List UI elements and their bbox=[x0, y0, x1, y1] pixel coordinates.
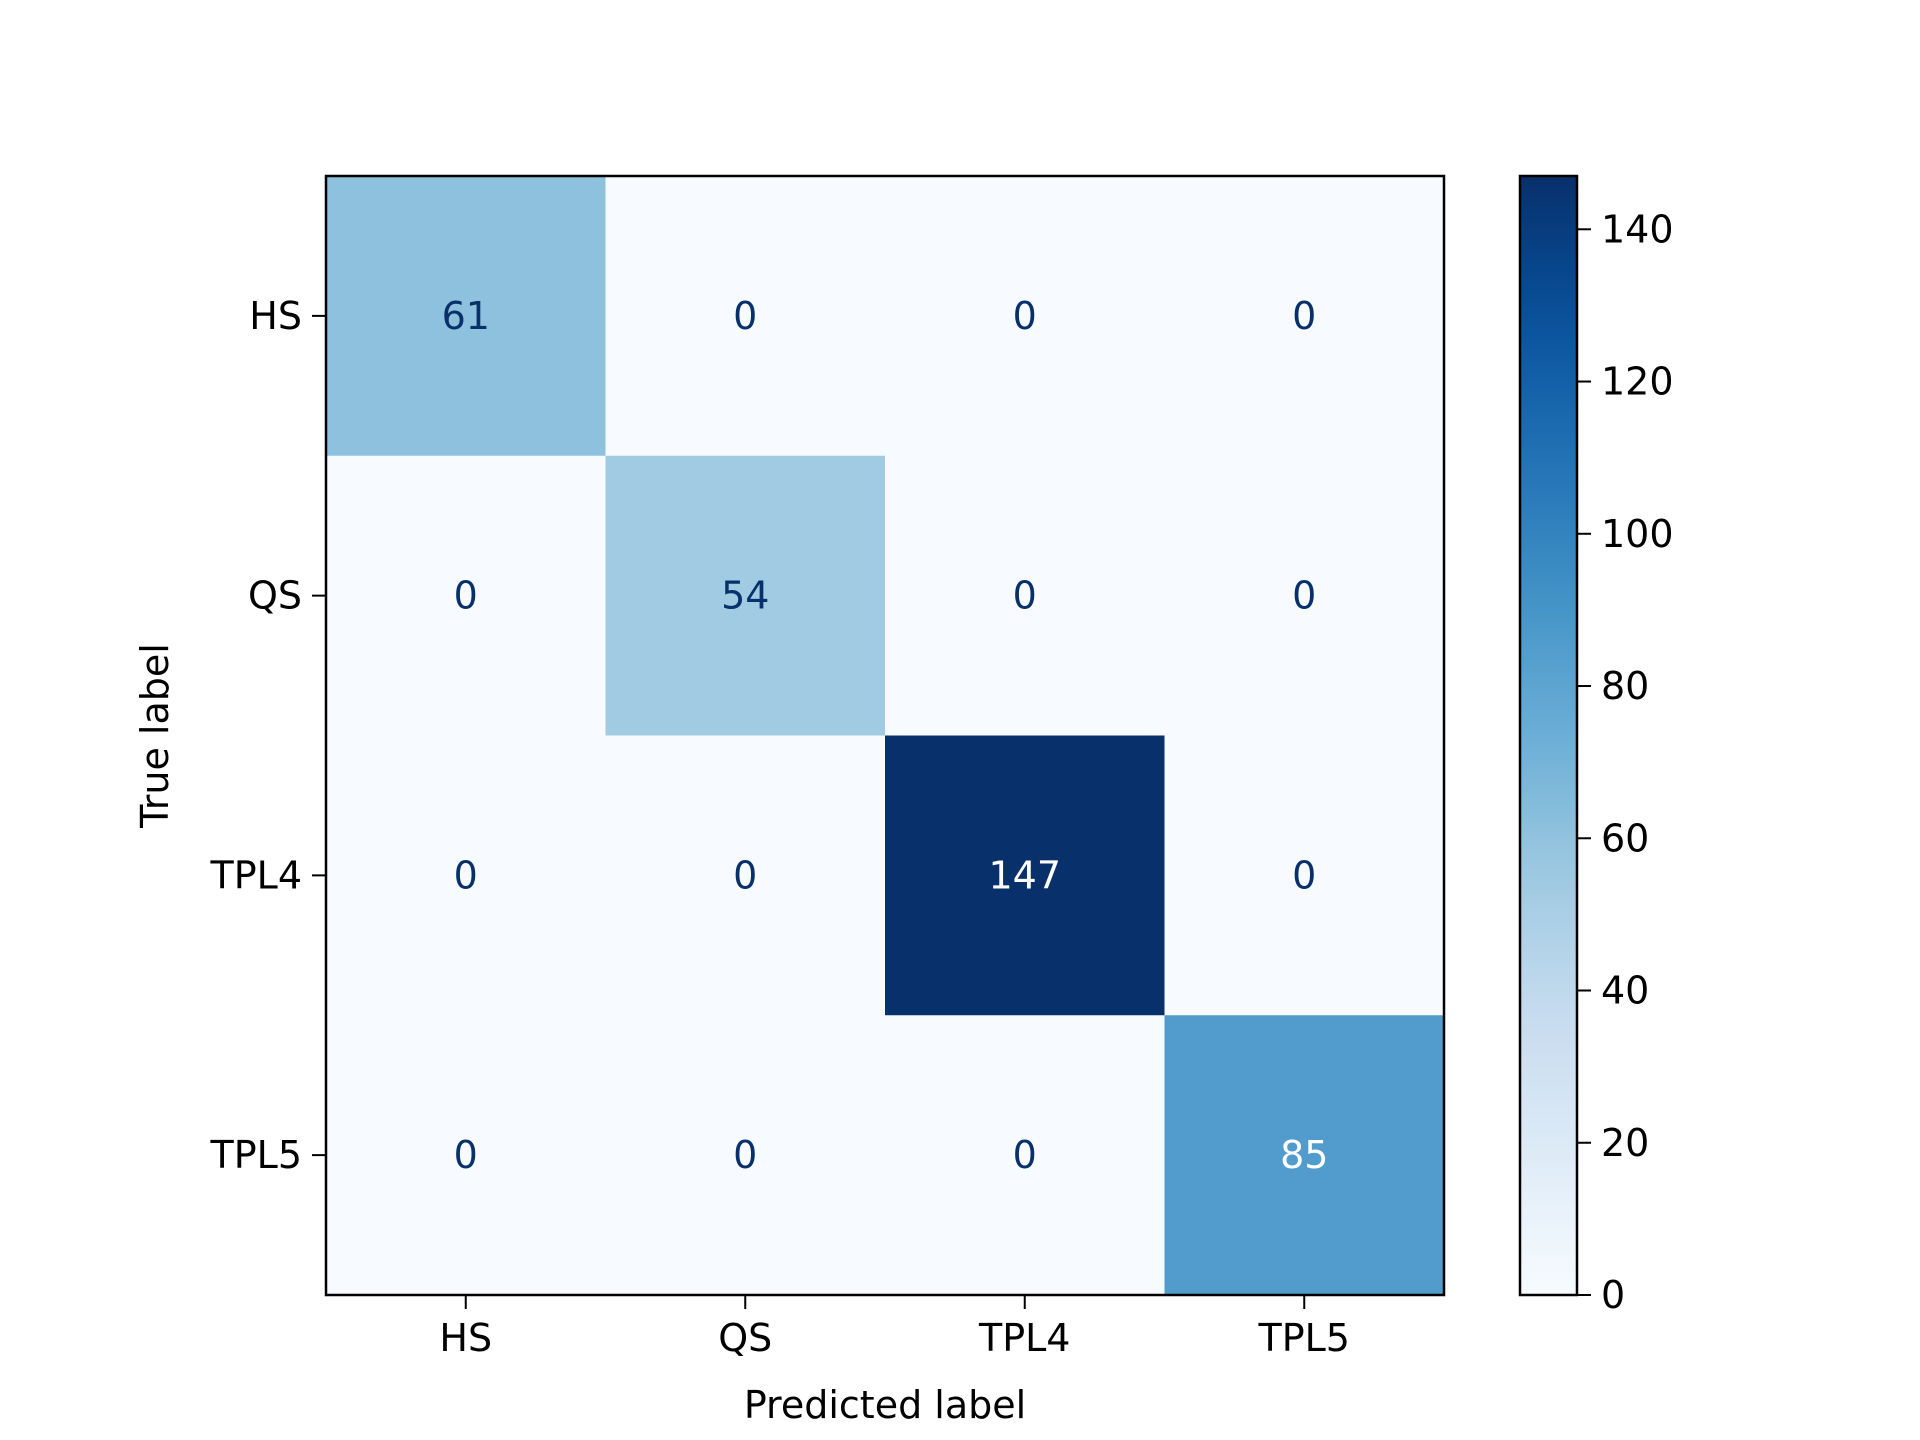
cell-value-TPL5-TPL4: 0 bbox=[1013, 1133, 1037, 1177]
cell-TPL5-TPL4 bbox=[885, 1015, 1165, 1296]
cell-value-HS-TPL5: 0 bbox=[1292, 294, 1316, 338]
x-tick-label-TPL5: TPL5 bbox=[1258, 1316, 1350, 1360]
y-axis-ticks: HS QS TPL4 TPL5 bbox=[210, 294, 326, 1177]
cell-QS-TPL5 bbox=[1164, 455, 1445, 736]
cell-value-HS-HS: 61 bbox=[442, 294, 490, 338]
cell-value-TPL4-TPL5: 0 bbox=[1292, 853, 1316, 897]
cell-TPL4-TPL5 bbox=[1164, 735, 1445, 1016]
colorbar-tick-label-0: 0 bbox=[1601, 1273, 1625, 1317]
cell-TPL5-QS bbox=[605, 1015, 886, 1296]
y-tick-label-HS: HS bbox=[249, 294, 302, 338]
cell-TPL5-HS bbox=[326, 1015, 606, 1296]
x-tick-label-HS: HS bbox=[439, 1316, 492, 1360]
y-tick-label-TPL5: TPL5 bbox=[210, 1133, 302, 1177]
x-tick-label-TPL4: TPL4 bbox=[978, 1316, 1070, 1360]
cell-value-QS-HS: 0 bbox=[454, 574, 478, 618]
cell-value-TPL4-TPL4: 147 bbox=[988, 853, 1061, 897]
colorbar-tick-label-60: 60 bbox=[1601, 816, 1649, 860]
matrix-cells bbox=[326, 176, 1445, 1296]
cell-value-TPL5-QS: 0 bbox=[733, 1133, 757, 1177]
x-axis-ticks: HS QS TPL4 TPL5 bbox=[439, 1295, 1350, 1360]
cell-HS-TPL4 bbox=[885, 176, 1165, 457]
colorbar-tick-label-40: 40 bbox=[1601, 969, 1649, 1013]
cell-HS-TPL5 bbox=[1164, 176, 1445, 457]
cell-value-HS-QS: 0 bbox=[733, 294, 757, 338]
cell-QS-TPL4 bbox=[885, 455, 1165, 736]
cell-value-TPL5-TPL5: 85 bbox=[1280, 1133, 1328, 1177]
colorbar-tick-label-120: 120 bbox=[1601, 360, 1674, 404]
y-axis-label: True label bbox=[133, 643, 177, 829]
cell-value-TPL5-HS: 0 bbox=[454, 1133, 478, 1177]
cell-HS-HS bbox=[326, 176, 606, 457]
cell-TPL4-QS bbox=[605, 735, 886, 1016]
colorbar-tick-label-100: 100 bbox=[1601, 512, 1674, 556]
cell-TPL4-TPL4 bbox=[885, 735, 1165, 1016]
x-axis-label: Predicted label bbox=[744, 1383, 1026, 1427]
cell-HS-QS bbox=[605, 176, 886, 457]
cell-QS-HS bbox=[326, 455, 606, 736]
colorbar-ticks: 0 20 40 60 80 100 120 140 bbox=[1577, 207, 1674, 1317]
colorbar bbox=[1518, 174, 1579, 1297]
cell-QS-QS bbox=[605, 455, 886, 736]
cell-value-QS-TPL4: 0 bbox=[1013, 574, 1037, 618]
x-tick-label-QS: QS bbox=[718, 1316, 772, 1360]
colorbar-tick-label-80: 80 bbox=[1601, 664, 1649, 708]
cell-value-QS-QS: 54 bbox=[721, 574, 769, 618]
cell-TPL5-TPL5 bbox=[1164, 1015, 1445, 1296]
cell-value-QS-TPL5: 0 bbox=[1292, 574, 1316, 618]
colorbar-tick-label-140: 140 bbox=[1601, 207, 1674, 251]
cell-value-HS-TPL4: 0 bbox=[1013, 294, 1037, 338]
cell-value-TPL4-QS: 0 bbox=[733, 853, 757, 897]
y-tick-label-QS: QS bbox=[248, 574, 302, 618]
cell-TPL4-HS bbox=[326, 735, 606, 1016]
y-tick-label-TPL4: TPL4 bbox=[210, 853, 302, 897]
colorbar-tick-label-20: 20 bbox=[1601, 1121, 1649, 1165]
cell-value-TPL4-HS: 0 bbox=[454, 853, 478, 897]
plot-frame bbox=[324, 174, 1446, 1297]
matrix-cell-labels: 61 0 0 0 0 54 0 0 0 0 147 0 0 0 0 85 bbox=[442, 294, 1329, 1177]
